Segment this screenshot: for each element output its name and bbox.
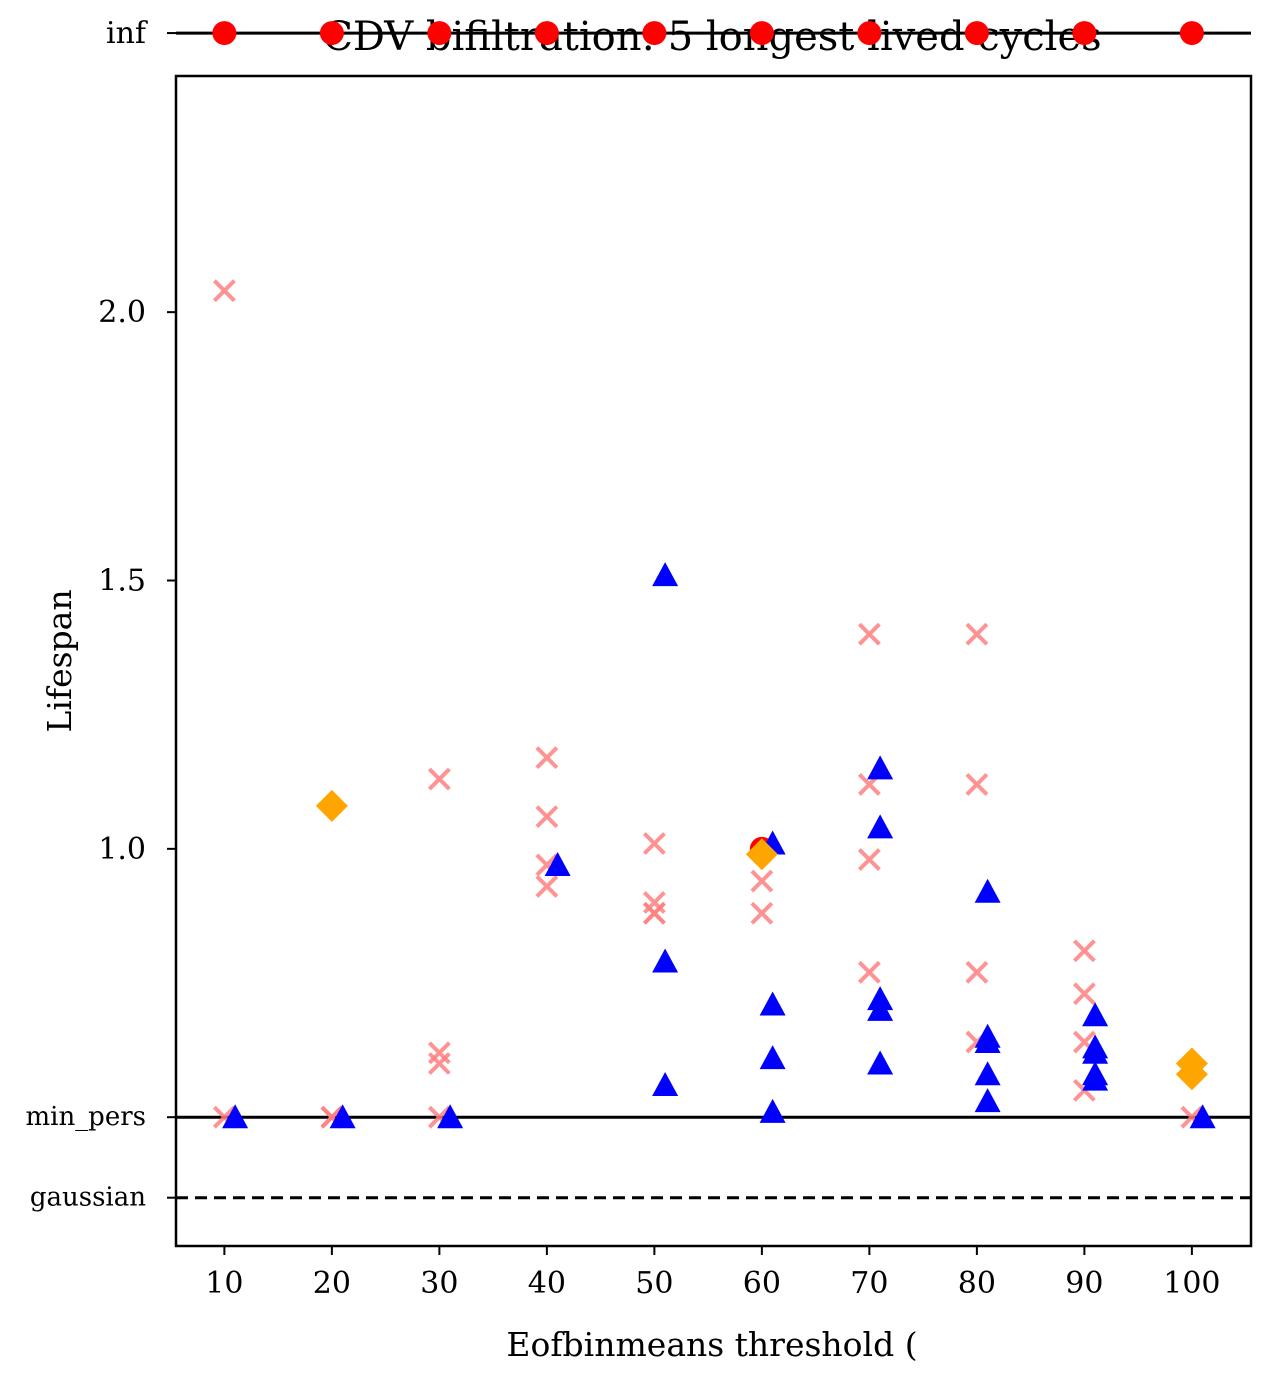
point-crosses-70-1.4 [857,622,881,646]
point-infinite-90-2.52 [1072,21,1097,46]
ref-label-inf: inf [106,16,148,51]
point-infinite-80-2.52 [964,21,989,46]
point-crosses-40-0.93 [535,874,559,898]
y-tick-label: 1.5 [98,563,146,598]
point-diamonds-60-0.99 [745,838,778,871]
y-tick-label: 2.0 [98,295,146,330]
plot-area [174,21,1253,1248]
point-crosses-90-0.81 [1072,939,1096,963]
plot-frame [174,74,1253,1248]
x-tick-label: 50 [635,1266,673,1301]
point-crosses-30-0.62 [427,1041,451,1065]
x-tick-label: 80 [958,1266,996,1301]
point-diamonds-100-0.58 [1175,1058,1208,1091]
point-crosses-80-1.12 [965,773,989,796]
point-infinite-40-2.52 [534,21,559,46]
point-infinite-100-2.52 [1179,21,1204,46]
x-tick-label: 70 [850,1266,888,1301]
point-triangles-81-0.53 [974,1088,1001,1113]
series-triangles [222,562,1216,1129]
ref-label-gaussian: gaussian [30,1183,146,1213]
x-tick-label: 20 [313,1266,351,1301]
point-crosses-80-0.77 [965,960,989,984]
point-triangles-81-0.64 [974,1029,1001,1054]
x-tick-label: 90 [1065,1266,1103,1301]
point-crosses-80-1.4 [965,622,989,646]
x-axis-label: Eofbinmeans threshold ( [506,1325,917,1364]
point-triangles-61-0.61 [759,1045,786,1070]
point-infinite-50-2.52 [642,21,667,46]
point-diamonds-20-1.08 [315,789,348,822]
point-crosses-90-0.73 [1072,982,1096,1006]
point-infinite-10-2.52 [212,21,237,46]
point-triangles-51-1.51 [652,562,679,587]
point-triangles-91-0.69 [1082,1002,1109,1027]
point-triangles-91-0.57 [1082,1066,1109,1091]
point-infinite-30-2.52 [427,21,452,46]
x-tick-label: 100 [1163,1266,1220,1301]
point-crosses-60-0.94 [750,869,774,893]
x-tick-label: 60 [743,1266,781,1301]
point-crosses-10-2.04 [212,279,236,303]
y-tick-label: 1.0 [98,832,146,867]
x-tick-label: 10 [205,1266,243,1301]
point-triangles-21-0.5 [329,1104,356,1129]
series-diamonds [315,789,1208,1091]
point-triangles-91-0.62 [1082,1039,1109,1064]
y-axis: inf min_pers gaussian 1.0 1.5 2.0 [25,16,176,1213]
point-triangles-81-0.58 [974,1061,1001,1086]
point-triangles-101-0.5 [1189,1104,1216,1129]
point-infinite-20-2.52 [319,21,344,46]
point-crosses-30-0.6 [427,1052,451,1075]
point-triangles-71-1.04 [867,814,894,839]
y-axis-label: Lifespan [40,589,79,732]
x-tick-label: 40 [528,1266,566,1301]
point-triangles-61-0.51 [759,1098,786,1123]
series-infinite [212,21,1204,861]
x-axis: 10 20 30 40 50 60 70 80 90 100 [205,1246,1221,1301]
point-infinite-70-2.52 [857,21,882,46]
point-triangles-41-0.97 [544,851,571,876]
point-crosses-40-1.06 [535,805,559,829]
point-triangles-61-0.71 [759,991,786,1016]
point-triangles-71-1.15 [867,755,894,780]
point-triangles-51-0.79 [652,948,679,973]
point-crosses-70-0.77 [857,960,881,984]
point-infinite-60-2.52 [749,21,774,46]
point-crosses-50-0.9 [642,891,666,914]
x-tick-label: 30 [420,1266,458,1301]
point-crosses-50-1.01 [642,832,666,855]
point-crosses-60-0.88 [750,901,774,925]
point-crosses-30-1.13 [427,767,451,791]
point-triangles-51-0.56 [652,1071,679,1096]
point-triangles-71-0.7 [867,996,894,1021]
point-triangles-71-0.6 [867,1050,894,1075]
series-crosses [212,279,1204,1129]
ref-label-min_pers: min_pers [25,1102,146,1132]
point-crosses-50-0.88 [642,901,666,925]
point-crosses-70-0.98 [857,848,881,871]
point-triangles-31-0.5 [437,1104,464,1129]
point-triangles-81-0.92 [974,878,1001,903]
point-crosses-40-1.17 [535,746,559,770]
point-triangles-11-0.5 [222,1104,249,1129]
